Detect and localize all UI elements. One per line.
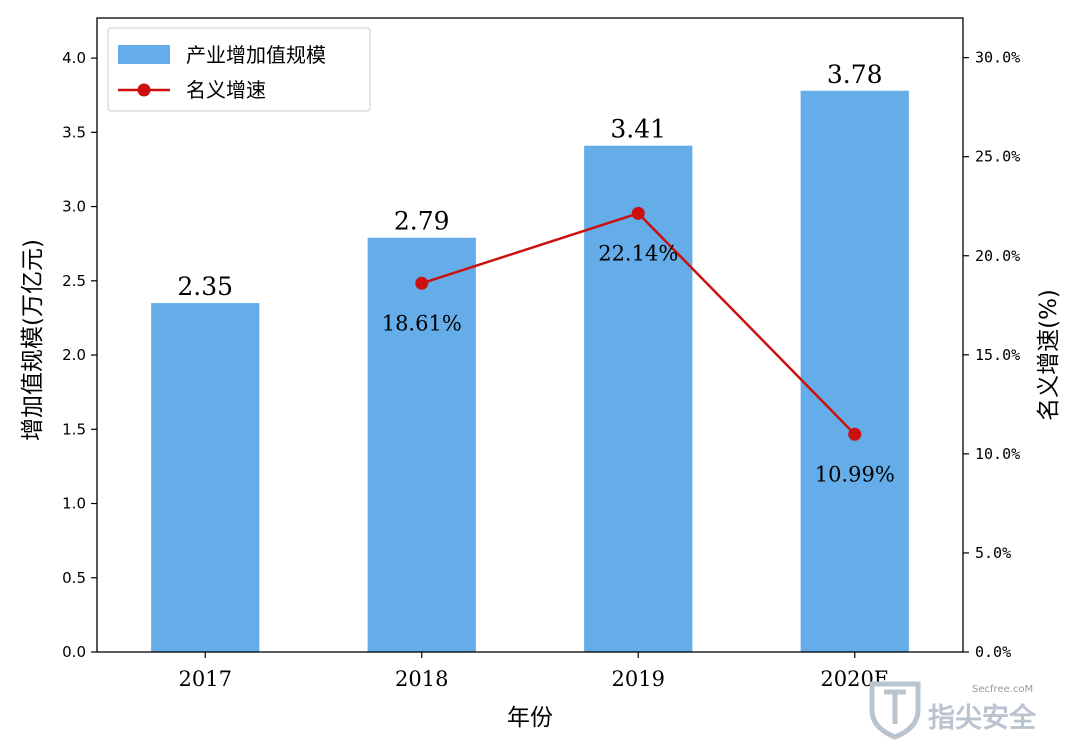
y-axis-title-left: 增加值规模(万亿元)	[20, 239, 46, 441]
y-tick-label-left: 0.5	[62, 569, 86, 587]
x-tick-label-2019: 2019	[612, 667, 665, 691]
growth-value-label-2020E: 10.99%	[815, 462, 895, 486]
y-tick-label-right: 5.0%	[975, 544, 1011, 562]
bar-2018	[367, 237, 476, 652]
bar-value-label-2017: 2.35	[177, 272, 233, 301]
data-labels-layer: 2.35 2.79 3.41 3.78 18.61% 22.14% 10.99%	[177, 60, 894, 487]
x-axis-title: 年份	[507, 705, 553, 731]
y-tick-label-right: 30.0%	[975, 49, 1020, 67]
y-tick-label-left: 0.0	[62, 643, 86, 661]
growth-value-label-2018: 18.61%	[382, 311, 462, 335]
legend-line-label: 名义增速	[186, 78, 266, 102]
bar-value-label-2019: 3.41	[610, 115, 666, 144]
watermark: Secfree.coM 指尖安全	[869, 681, 1037, 740]
y-tick-label-left: 1.0	[62, 495, 86, 513]
x-tick-label-2020E: 2020E	[820, 667, 889, 691]
y-tick-label-left: 4.0	[62, 49, 86, 67]
y-tick-label-left: 2.0	[62, 346, 86, 364]
watermark-site: Secfree.coM	[972, 684, 1033, 695]
bars-layer	[151, 90, 909, 653]
y-axis-title-right: 名义增速(%)	[1036, 289, 1062, 421]
bar-2020E	[800, 90, 909, 653]
shield-logo-icon	[869, 681, 921, 740]
legend-line-marker	[137, 83, 151, 97]
bar-value-label-2018: 2.79	[394, 207, 450, 236]
growth-value-label-2019: 22.14%	[598, 241, 678, 265]
growth-point-2018	[415, 276, 429, 290]
y-tick-label-right: 10.0%	[975, 445, 1020, 463]
legend-bar-label: 产业增加值规模	[186, 43, 326, 67]
x-tick-label-2017: 2017	[179, 667, 232, 691]
y-tick-label-left: 3.0	[62, 198, 86, 216]
y-tick-label-right: 25.0%	[975, 148, 1020, 166]
legend-box	[107, 27, 371, 112]
growth-line-layer	[415, 206, 862, 441]
bar-2019	[584, 145, 693, 653]
watermark-brand: 指尖安全	[928, 702, 1037, 734]
plot-frame	[96, 17, 964, 653]
legend: 产业增加值规模 名义增速	[107, 27, 371, 112]
y-tick-label-left: 3.5	[62, 123, 86, 141]
y-tick-label-right: 20.0%	[975, 247, 1020, 265]
growth-point-2019	[631, 206, 645, 220]
legend-bar-swatch	[118, 45, 170, 64]
bar-value-label-2020E: 3.78	[827, 60, 883, 89]
y-tick-label-right: 15.0%	[975, 346, 1020, 364]
axes-layer: 0.0 0.5 1.0 1.5 2.0 2.5 3.0 3.5 4.0 0.0% 5.0% 10.0%…	[62, 17, 1020, 691]
y-tick-label-right: 0.0%	[975, 643, 1011, 661]
shield-logo-inner-icon	[884, 689, 906, 724]
y-tick-label-left: 1.5	[62, 420, 86, 438]
x-tick-label-2018: 2018	[395, 667, 448, 691]
bar-2017	[151, 303, 260, 652]
growth-point-2020E	[848, 427, 862, 441]
y-tick-label-left: 2.5	[62, 272, 86, 290]
